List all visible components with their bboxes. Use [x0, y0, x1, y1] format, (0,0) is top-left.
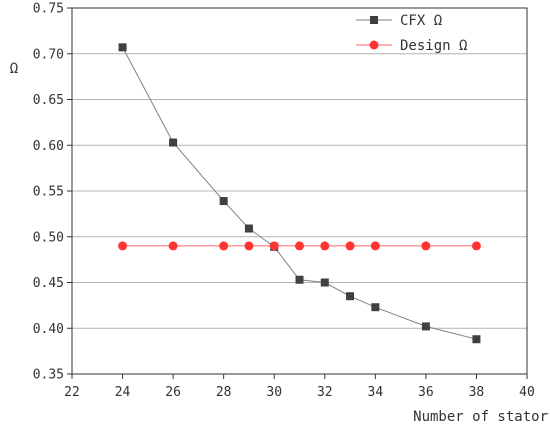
y-tick-label: 0.35 [33, 368, 64, 383]
data-point [345, 241, 355, 251]
data-point [421, 322, 430, 331]
y-tick-label: 0.50 [33, 230, 64, 245]
y-tick-label: 0.65 [33, 93, 64, 108]
series-design [118, 241, 481, 251]
data-point [169, 138, 178, 147]
data-point [168, 241, 178, 251]
legend-label-cfx: CFX Ω [400, 13, 442, 29]
gridlines [72, 53, 527, 329]
x-tick-label: 32 [317, 385, 333, 400]
x-axis-label: Number of stator [413, 409, 548, 425]
data-point [471, 241, 481, 251]
data-point [219, 241, 229, 251]
data-point [244, 241, 254, 251]
data-point [472, 335, 481, 344]
legend-label-design: Design Ω [400, 38, 467, 54]
axis-ticks: 0.35 0.40 0.45 0.50 0.55 0.60 0.65 0.70 0.75 22 24… [33, 2, 535, 401]
x-tick-label: 30 [266, 385, 282, 400]
data-point [421, 241, 431, 251]
data-point [295, 241, 304, 251]
legend: CFX Ω Design Ω [356, 13, 467, 54]
x-tick-label: 38 [469, 385, 485, 400]
legend-marker-design [369, 40, 379, 50]
y-axis-label: Ω [10, 61, 18, 77]
series-line [122, 47, 477, 340]
y-tick-label: 0.55 [33, 185, 64, 200]
y-tick-label: 0.75 [33, 2, 64, 17]
data-point [118, 241, 128, 251]
data-point [320, 278, 329, 287]
y-tick-label: 0.45 [33, 276, 64, 291]
x-tick-label: 26 [165, 385, 181, 400]
data-point [346, 292, 355, 301]
x-tick-label: 22 [64, 385, 80, 400]
x-tick-label: 24 [115, 385, 131, 400]
y-tick-label: 0.60 [33, 139, 64, 154]
data-point [269, 241, 279, 251]
y-tick-label: 0.70 [33, 47, 64, 62]
data-point [371, 303, 380, 312]
legend-item-cfx: CFX Ω [356, 13, 442, 29]
data-point [320, 241, 330, 251]
legend-item-design: Design Ω [356, 38, 467, 54]
data-point [244, 224, 253, 233]
series-layer [118, 43, 481, 344]
legend-marker-cfx [370, 16, 378, 24]
data-point [219, 197, 228, 206]
x-tick-label: 34 [368, 385, 384, 400]
x-tick-label: 36 [418, 385, 434, 400]
x-tick-label: 28 [216, 385, 232, 400]
series-cfx [118, 43, 481, 344]
x-tick-label: 40 [519, 385, 535, 400]
data-point [295, 275, 304, 284]
y-tick-label: 0.40 [33, 322, 64, 337]
data-point [370, 241, 380, 251]
data-point [118, 43, 127, 52]
